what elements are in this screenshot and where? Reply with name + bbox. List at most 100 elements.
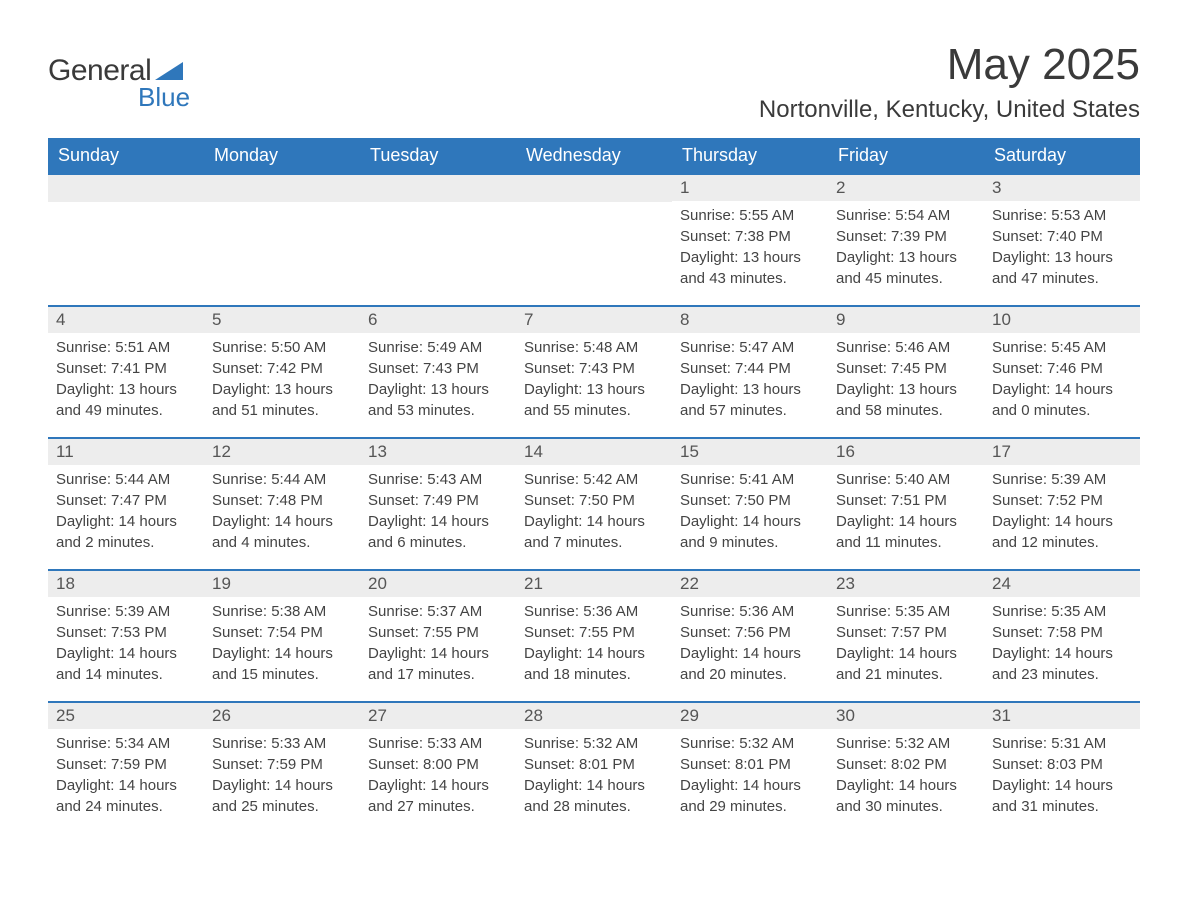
day-body: Sunrise: 5:50 AMSunset: 7:42 PMDaylight:…	[204, 333, 360, 429]
daylight-line: Daylight: 14 hours and 4 minutes.	[212, 511, 352, 553]
sunset-line: Sunset: 7:40 PM	[992, 226, 1132, 247]
day-body: Sunrise: 5:32 AMSunset: 8:02 PMDaylight:…	[828, 729, 984, 825]
sunrise-line: Sunrise: 5:48 AM	[524, 337, 664, 358]
day-number: 31	[984, 703, 1140, 729]
month-title: May 2025	[759, 40, 1140, 90]
daylight-line: Daylight: 14 hours and 28 minutes.	[524, 775, 664, 817]
day-cell: 13Sunrise: 5:43 AMSunset: 7:49 PMDayligh…	[360, 439, 516, 569]
sunrise-line: Sunrise: 5:45 AM	[992, 337, 1132, 358]
sunset-line: Sunset: 7:43 PM	[524, 358, 664, 379]
daylight-line: Daylight: 14 hours and 9 minutes.	[680, 511, 820, 553]
daylight-line: Daylight: 14 hours and 30 minutes.	[836, 775, 976, 817]
day-body: Sunrise: 5:45 AMSunset: 7:46 PMDaylight:…	[984, 333, 1140, 429]
daylight-line: Daylight: 14 hours and 29 minutes.	[680, 775, 820, 817]
day-number: 20	[360, 571, 516, 597]
day-cell: 11Sunrise: 5:44 AMSunset: 7:47 PMDayligh…	[48, 439, 204, 569]
day-body: Sunrise: 5:36 AMSunset: 7:56 PMDaylight:…	[672, 597, 828, 693]
sunset-line: Sunset: 7:59 PM	[56, 754, 196, 775]
day-number: 23	[828, 571, 984, 597]
day-cell	[48, 175, 204, 305]
sunset-line: Sunset: 7:41 PM	[56, 358, 196, 379]
day-number: 19	[204, 571, 360, 597]
day-number: 1	[672, 175, 828, 201]
day-cell: 17Sunrise: 5:39 AMSunset: 7:52 PMDayligh…	[984, 439, 1140, 569]
day-cell: 18Sunrise: 5:39 AMSunset: 7:53 PMDayligh…	[48, 571, 204, 701]
empty-day-number	[48, 175, 204, 202]
day-cell: 6Sunrise: 5:49 AMSunset: 7:43 PMDaylight…	[360, 307, 516, 437]
day-cell: 25Sunrise: 5:34 AMSunset: 7:59 PMDayligh…	[48, 703, 204, 833]
day-body: Sunrise: 5:40 AMSunset: 7:51 PMDaylight:…	[828, 465, 984, 561]
day-number: 13	[360, 439, 516, 465]
day-number: 10	[984, 307, 1140, 333]
day-number: 5	[204, 307, 360, 333]
daylight-line: Daylight: 14 hours and 27 minutes.	[368, 775, 508, 817]
day-cell: 4Sunrise: 5:51 AMSunset: 7:41 PMDaylight…	[48, 307, 204, 437]
day-body: Sunrise: 5:43 AMSunset: 7:49 PMDaylight:…	[360, 465, 516, 561]
day-cell: 23Sunrise: 5:35 AMSunset: 7:57 PMDayligh…	[828, 571, 984, 701]
weekday-header-cell: Friday	[828, 138, 984, 173]
location: Nortonville, Kentucky, United States	[759, 96, 1140, 124]
day-cell: 7Sunrise: 5:48 AMSunset: 7:43 PMDaylight…	[516, 307, 672, 437]
sunset-line: Sunset: 7:42 PM	[212, 358, 352, 379]
sunset-line: Sunset: 7:55 PM	[524, 622, 664, 643]
day-cell: 12Sunrise: 5:44 AMSunset: 7:48 PMDayligh…	[204, 439, 360, 569]
sunset-line: Sunset: 7:51 PM	[836, 490, 976, 511]
day-cell	[360, 175, 516, 305]
week-row: 1Sunrise: 5:55 AMSunset: 7:38 PMDaylight…	[48, 173, 1140, 305]
daylight-line: Daylight: 14 hours and 25 minutes.	[212, 775, 352, 817]
day-body: Sunrise: 5:34 AMSunset: 7:59 PMDaylight:…	[48, 729, 204, 825]
daylight-line: Daylight: 13 hours and 57 minutes.	[680, 379, 820, 421]
title-block: May 2025 Nortonville, Kentucky, United S…	[759, 40, 1140, 124]
day-number: 15	[672, 439, 828, 465]
day-number: 8	[672, 307, 828, 333]
sunset-line: Sunset: 7:57 PM	[836, 622, 976, 643]
daylight-line: Daylight: 13 hours and 58 minutes.	[836, 379, 976, 421]
day-number: 11	[48, 439, 204, 465]
day-body: Sunrise: 5:55 AMSunset: 7:38 PMDaylight:…	[672, 201, 828, 297]
sunrise-line: Sunrise: 5:53 AM	[992, 205, 1132, 226]
day-body: Sunrise: 5:32 AMSunset: 8:01 PMDaylight:…	[672, 729, 828, 825]
weekday-header-cell: Sunday	[48, 138, 204, 173]
sunset-line: Sunset: 7:50 PM	[524, 490, 664, 511]
header: General Blue May 2025 Nortonville, Kentu…	[48, 40, 1140, 124]
sunset-line: Sunset: 7:49 PM	[368, 490, 508, 511]
empty-day-number	[360, 175, 516, 202]
day-cell: 15Sunrise: 5:41 AMSunset: 7:50 PMDayligh…	[672, 439, 828, 569]
sunrise-line: Sunrise: 5:32 AM	[524, 733, 664, 754]
daylight-line: Daylight: 14 hours and 12 minutes.	[992, 511, 1132, 553]
day-body: Sunrise: 5:35 AMSunset: 7:57 PMDaylight:…	[828, 597, 984, 693]
sunrise-line: Sunrise: 5:39 AM	[992, 469, 1132, 490]
day-cell: 20Sunrise: 5:37 AMSunset: 7:55 PMDayligh…	[360, 571, 516, 701]
sunrise-line: Sunrise: 5:38 AM	[212, 601, 352, 622]
daylight-line: Daylight: 14 hours and 6 minutes.	[368, 511, 508, 553]
day-body: Sunrise: 5:39 AMSunset: 7:52 PMDaylight:…	[984, 465, 1140, 561]
day-body: Sunrise: 5:42 AMSunset: 7:50 PMDaylight:…	[516, 465, 672, 561]
day-number: 17	[984, 439, 1140, 465]
day-number: 29	[672, 703, 828, 729]
sunrise-line: Sunrise: 5:33 AM	[368, 733, 508, 754]
sunset-line: Sunset: 7:55 PM	[368, 622, 508, 643]
sunset-line: Sunset: 7:43 PM	[368, 358, 508, 379]
day-cell: 2Sunrise: 5:54 AMSunset: 7:39 PMDaylight…	[828, 175, 984, 305]
weekday-header-cell: Wednesday	[516, 138, 672, 173]
daylight-line: Daylight: 14 hours and 21 minutes.	[836, 643, 976, 685]
sunset-line: Sunset: 7:58 PM	[992, 622, 1132, 643]
day-number: 26	[204, 703, 360, 729]
day-number: 6	[360, 307, 516, 333]
day-number: 9	[828, 307, 984, 333]
sunset-line: Sunset: 8:03 PM	[992, 754, 1132, 775]
daylight-line: Daylight: 14 hours and 15 minutes.	[212, 643, 352, 685]
sunrise-line: Sunrise: 5:35 AM	[992, 601, 1132, 622]
sunrise-line: Sunrise: 5:32 AM	[836, 733, 976, 754]
day-body: Sunrise: 5:39 AMSunset: 7:53 PMDaylight:…	[48, 597, 204, 693]
sunset-line: Sunset: 7:52 PM	[992, 490, 1132, 511]
week-row: 25Sunrise: 5:34 AMSunset: 7:59 PMDayligh…	[48, 701, 1140, 833]
day-number: 16	[828, 439, 984, 465]
sunrise-line: Sunrise: 5:51 AM	[56, 337, 196, 358]
day-body: Sunrise: 5:41 AMSunset: 7:50 PMDaylight:…	[672, 465, 828, 561]
day-cell: 22Sunrise: 5:36 AMSunset: 7:56 PMDayligh…	[672, 571, 828, 701]
logo-text-blue: Blue	[138, 82, 190, 113]
week-row: 11Sunrise: 5:44 AMSunset: 7:47 PMDayligh…	[48, 437, 1140, 569]
daylight-line: Daylight: 13 hours and 53 minutes.	[368, 379, 508, 421]
weeks-container: 1Sunrise: 5:55 AMSunset: 7:38 PMDaylight…	[48, 173, 1140, 833]
